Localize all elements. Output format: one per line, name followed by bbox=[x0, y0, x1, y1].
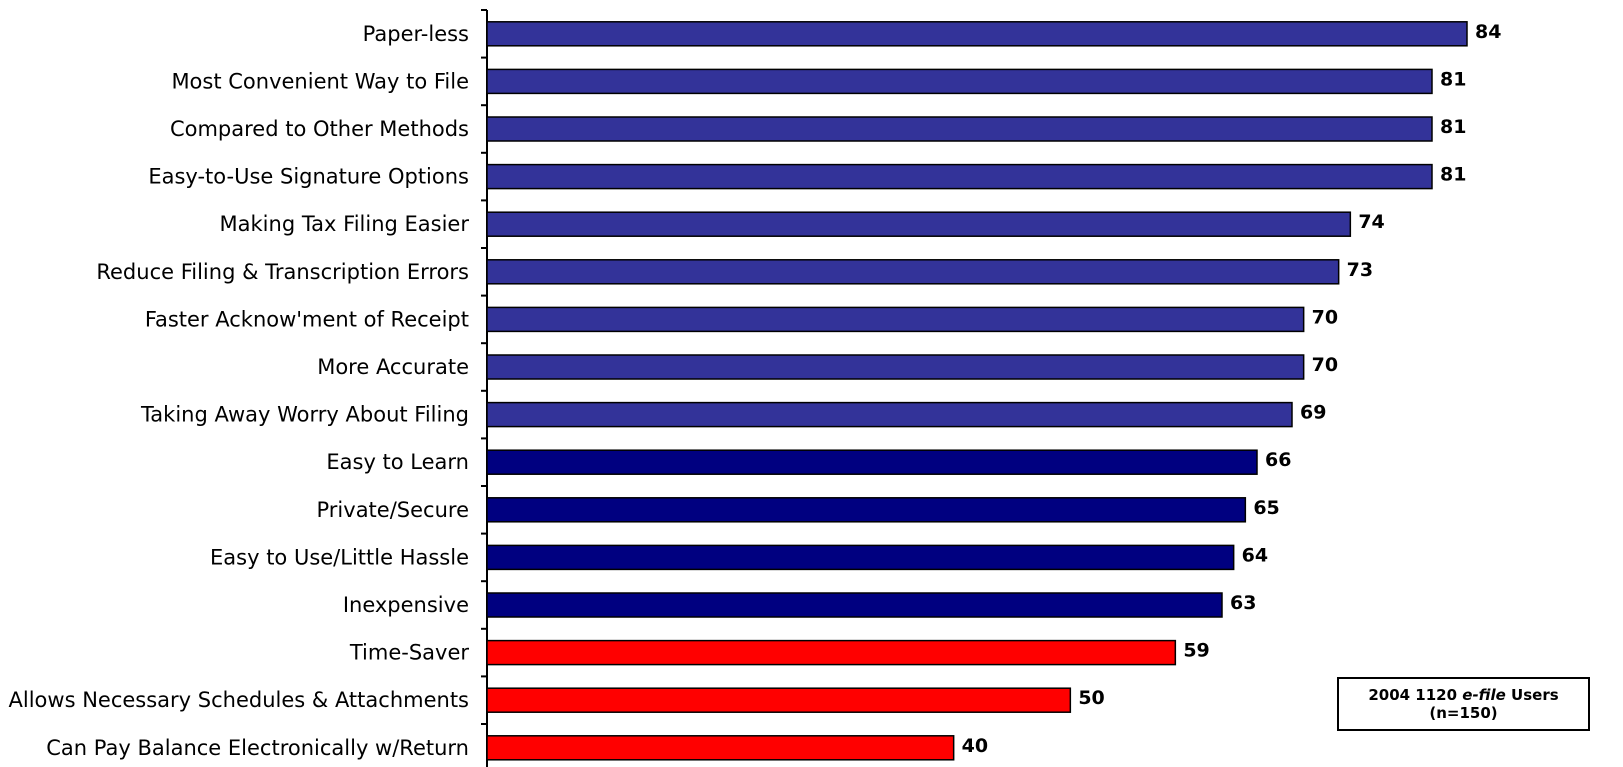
bar bbox=[486, 687, 1072, 713]
sample-note-box: 2004 1120 e-file Users (n=150) bbox=[1337, 677, 1590, 731]
category-label: Making Tax Filing Easier bbox=[220, 212, 470, 236]
category-label: Paper-less bbox=[363, 22, 469, 46]
value-label: 84 bbox=[1475, 21, 1501, 43]
category-label: Easy-to-Use Signature Options bbox=[148, 165, 469, 189]
bar bbox=[486, 354, 1305, 380]
bar bbox=[486, 163, 1433, 190]
bar bbox=[486, 449, 1258, 475]
category-label: Allows Necessary Schedules & Attachments bbox=[9, 688, 469, 712]
category-label: More Accurate bbox=[317, 355, 469, 379]
category-label: Private/Secure bbox=[317, 498, 470, 522]
value-label: 69 bbox=[1300, 402, 1326, 424]
sample-note-italic: e-file bbox=[1462, 686, 1506, 704]
category-axis bbox=[481, 9, 488, 767]
value-label: 81 bbox=[1440, 116, 1466, 138]
value-label: 59 bbox=[1183, 640, 1209, 662]
category-label: Taking Away Worry About Filing bbox=[140, 403, 469, 427]
sample-note-size: (n=150) bbox=[1429, 704, 1498, 722]
value-label: 63 bbox=[1230, 592, 1256, 614]
bar bbox=[486, 259, 1340, 285]
value-label: 70 bbox=[1312, 306, 1338, 328]
category-label: Time-Saver bbox=[349, 641, 470, 665]
value-label: 65 bbox=[1253, 497, 1279, 519]
category-labels: Paper-less Most Convenient Way to File Com… bbox=[9, 22, 470, 760]
category-label: Inexpensive bbox=[343, 593, 469, 617]
category-label: Can Pay Balance Electronically w/Return bbox=[46, 736, 469, 760]
value-label: 70 bbox=[1312, 354, 1338, 376]
bar bbox=[486, 211, 1352, 237]
value-label: 50 bbox=[1078, 687, 1104, 709]
bar bbox=[486, 592, 1223, 618]
category-label: Reduce Filing & Transcription Errors bbox=[96, 260, 469, 284]
bar bbox=[486, 306, 1305, 333]
value-label: 81 bbox=[1440, 68, 1466, 90]
bar bbox=[486, 68, 1433, 95]
category-label: Compared to Other Methods bbox=[170, 117, 469, 141]
bar bbox=[486, 544, 1235, 571]
category-label: Easy to Use/Little Hassle bbox=[210, 545, 469, 569]
bar bbox=[486, 735, 955, 761]
sample-note-title: 2004 1120 e-file Users bbox=[1368, 686, 1558, 704]
category-label: Faster Acknow'ment of Receipt bbox=[145, 307, 469, 331]
value-label: 40 bbox=[962, 735, 988, 757]
value-label: 64 bbox=[1242, 544, 1268, 566]
category-label: Most Convenient Way to File bbox=[171, 69, 469, 93]
value-labels: 84 81 81 81 74 73 70 70 69 66 65 64 63 59 50 40 bbox=[962, 21, 1502, 757]
value-label: 73 bbox=[1347, 259, 1373, 281]
value-label: 74 bbox=[1358, 211, 1384, 233]
sample-note-prefix: 2004 1120 bbox=[1368, 686, 1463, 704]
bar bbox=[486, 116, 1433, 142]
bar bbox=[486, 21, 1468, 47]
value-label: 81 bbox=[1440, 164, 1466, 186]
bar bbox=[486, 639, 1177, 666]
value-label: 66 bbox=[1265, 449, 1291, 471]
category-label: Easy to Learn bbox=[326, 450, 469, 474]
bars bbox=[486, 21, 1468, 761]
bar bbox=[486, 497, 1247, 523]
bar bbox=[486, 401, 1293, 428]
sample-note-suffix: Users bbox=[1505, 686, 1559, 704]
